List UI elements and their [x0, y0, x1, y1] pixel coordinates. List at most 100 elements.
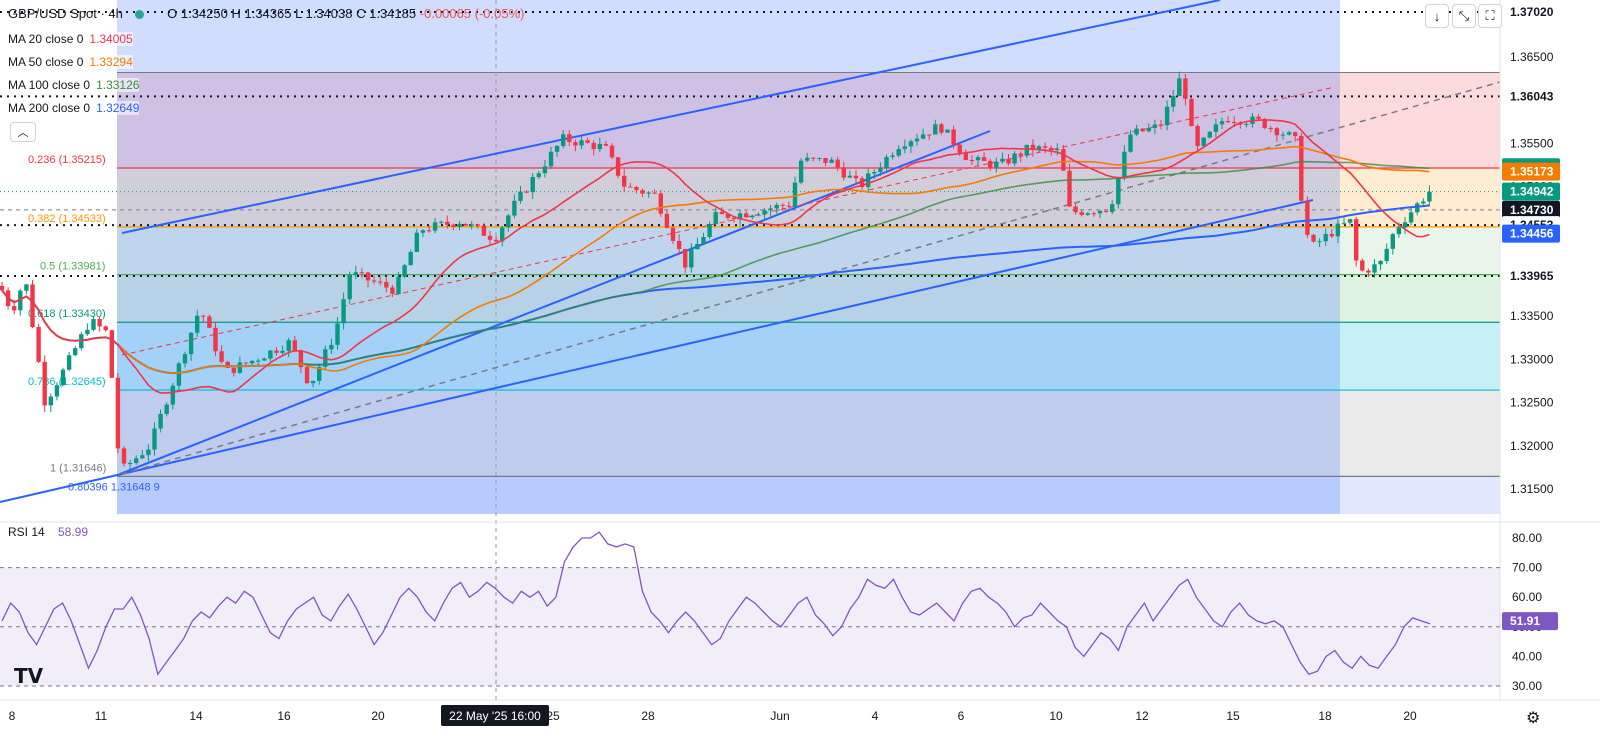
time-tick-label: 11 [95, 709, 108, 723]
candle-body [756, 214, 761, 216]
candle-body [396, 276, 401, 294]
time-tick-label: 18 [1318, 709, 1332, 723]
candle-body [1128, 134, 1133, 152]
candle-body [1427, 191, 1432, 202]
price-label-bg [1502, 200, 1560, 219]
fullscreen-icon[interactable]: ⛶ [1478, 4, 1502, 28]
candle-body [390, 287, 395, 294]
arrow-down-icon[interactable]: ↓ [1425, 4, 1449, 28]
ma20-line [1, 119, 1430, 394]
candle-body [1341, 222, 1347, 224]
candle-body [1097, 210, 1103, 214]
rsi-last-label: 51.91 [1510, 614, 1540, 628]
legend-ma100[interactable]: MA 100 close 0 1.33126 [8, 78, 140, 92]
rsi-value: 58.99 [58, 525, 88, 539]
collapse-icon[interactable]: ⤡ [1452, 4, 1476, 28]
time-tick-label: 15 [1226, 709, 1240, 723]
open-value: O 1.34250 [167, 6, 228, 21]
price-tick-label: 1.35500 [1510, 136, 1554, 150]
candle-body [237, 362, 243, 373]
gear-icon[interactable]: ⚙ [1526, 710, 1541, 727]
candle-body [298, 350, 304, 368]
candle-body [518, 191, 523, 201]
symbol-title[interactable]: GBP/USD Spot · 4h [8, 6, 123, 21]
rsi-title: RSI 14 [8, 525, 45, 539]
candle-body [268, 350, 273, 359]
candle-body [798, 160, 804, 183]
candle-body [890, 155, 895, 157]
candle-body [1378, 260, 1383, 265]
candle-body [158, 413, 163, 429]
candle-body [1415, 203, 1420, 213]
candle-body [1293, 132, 1298, 136]
candle-body [426, 230, 432, 232]
price-tick-label: 1.36500 [1510, 50, 1554, 64]
legend-ma200[interactable]: MA 200 close 0 1.32649 [8, 101, 140, 115]
candle-body [731, 217, 737, 220]
fib-label-5: 1 (1.31646) [50, 462, 106, 474]
candle-body [933, 124, 938, 135]
candle-body [774, 204, 779, 209]
candle-body [500, 227, 505, 242]
price-label-bg [1502, 87, 1560, 106]
candle-body [567, 134, 572, 143]
collapse-legend-button[interactable]: ︿ [10, 122, 36, 142]
candle-body [1055, 149, 1060, 151]
candle-body [91, 319, 96, 330]
candle-body [945, 129, 950, 133]
fib-label-2: 0.5 (1.33981) [40, 261, 105, 273]
candle-body [542, 166, 548, 174]
fib-zone-bottom [117, 476, 1500, 514]
rsi-last-bg [1502, 612, 1558, 631]
candle-body [829, 159, 834, 163]
low-value: L 1.34038 [295, 6, 353, 21]
candle-body [1000, 158, 1005, 162]
candle-body [811, 157, 816, 159]
candle-body [1323, 234, 1328, 242]
rsi-tick-label: 80.00 [1512, 531, 1542, 545]
fib-label-0: 0.236 (1.35215) [28, 154, 106, 166]
candle-body [414, 232, 419, 252]
candle-body [640, 190, 645, 194]
candle-body [1256, 116, 1261, 119]
candle-body [1110, 204, 1115, 212]
candle-body [1189, 98, 1194, 127]
candle-body [1207, 131, 1212, 138]
candle-body [1018, 153, 1023, 156]
candle-body [1061, 149, 1066, 171]
candle-body [920, 134, 926, 139]
candle-body [475, 224, 480, 226]
candle-body [359, 272, 365, 274]
candle-body [85, 329, 90, 335]
candle-body [786, 205, 792, 207]
candle-body [634, 186, 639, 191]
candle-body [176, 363, 182, 386]
time-tick-label: 28 [641, 709, 655, 723]
candle-body [127, 463, 133, 465]
candle-body [939, 124, 944, 133]
candle-body [1360, 260, 1365, 271]
candle-body [323, 349, 328, 367]
close-value: C 1.34185 [356, 6, 417, 21]
candle-body [1201, 137, 1206, 147]
candle-body [493, 239, 499, 242]
candle-body [1158, 124, 1164, 126]
candle-body [1195, 126, 1200, 147]
candle-body [225, 361, 230, 368]
candle-body [927, 134, 932, 136]
candle-body [573, 142, 578, 146]
candle-body [353, 272, 358, 276]
price-label: 1.34942 [1510, 185, 1554, 199]
price-label-bg [1502, 3, 1560, 21]
candle-body [134, 458, 139, 464]
legend-ma50[interactable]: MA 50 close 0 1.33294 [8, 55, 133, 69]
price-tick-label: 1.32500 [1510, 396, 1554, 410]
time-tick-label: 4 [872, 709, 879, 723]
fib-zone-4 [117, 322, 1500, 391]
candle-body [1372, 264, 1377, 273]
candle-body [213, 327, 218, 352]
candle-body [1305, 200, 1310, 235]
price-label: 1.35173 [1510, 165, 1554, 179]
legend-ma20[interactable]: MA 20 close 0 1.34005 [8, 32, 133, 46]
